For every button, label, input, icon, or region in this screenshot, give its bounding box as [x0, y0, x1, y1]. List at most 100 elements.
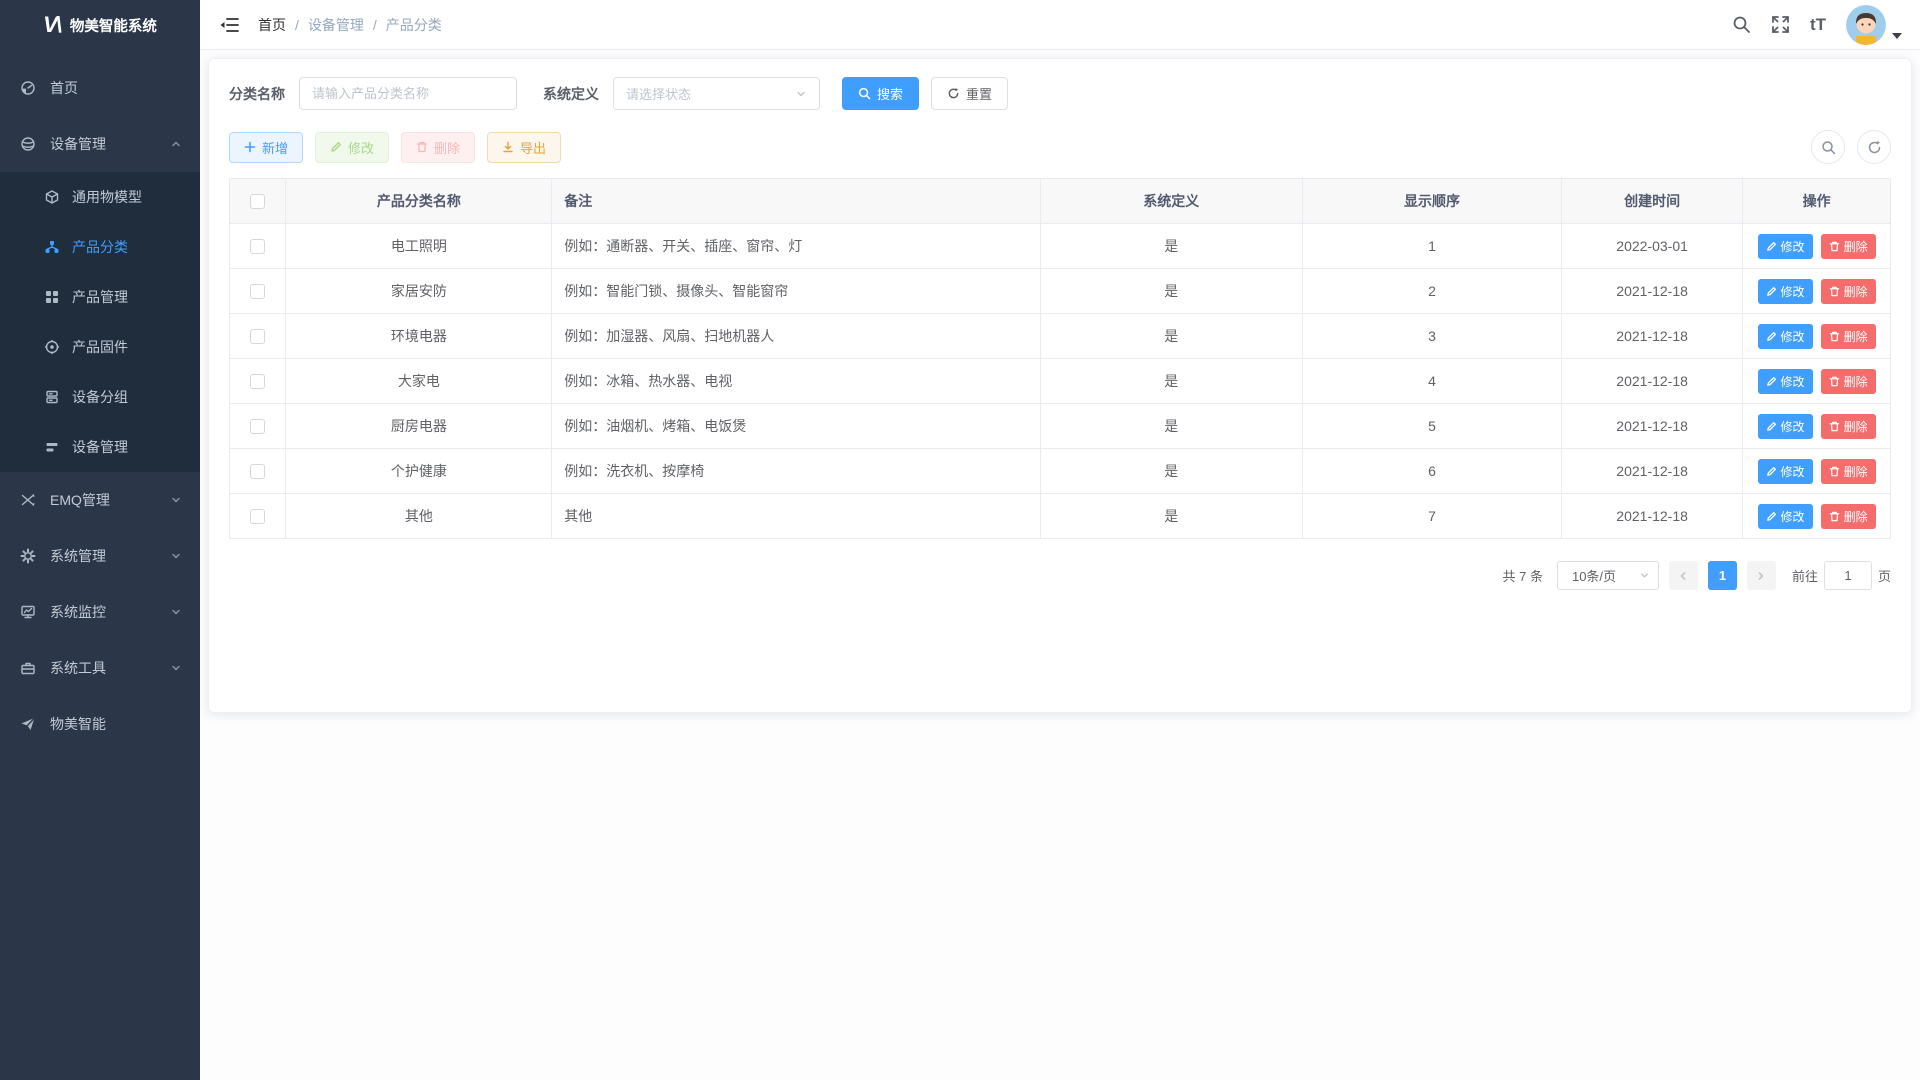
cell-category-name: 个护健康 [285, 448, 553, 494]
cell-remark: 例如：通断器、开关、插座、窗帘、灯 [551, 223, 1041, 269]
row-delete-button[interactable]: 删除 [1820, 413, 1876, 439]
row-delete-button[interactable]: 删除 [1820, 458, 1876, 484]
reset-button[interactable]: 重置 [931, 77, 1009, 110]
sidebar-item-label: 通用物模型 [72, 189, 142, 205]
prev-page-button[interactable] [1668, 561, 1698, 590]
pencil-icon [1766, 421, 1777, 432]
row-edit-button[interactable]: 修改 [1757, 458, 1813, 484]
shuffle-icon [20, 492, 36, 508]
row-checkbox[interactable] [250, 374, 266, 390]
row-checkbox[interactable] [250, 419, 266, 435]
row-checkbox[interactable] [250, 329, 266, 345]
sidebar-item-thing-model[interactable]: 通用物模型 [0, 172, 200, 222]
cell-remark: 例如：智能门锁、摄像头、智能窗帘 [551, 268, 1041, 314]
category-name-label: 分类名称 [229, 85, 285, 102]
logo-icon: V\ [43, 12, 62, 37]
chevron-down-icon [170, 494, 182, 506]
main-area: 首页 / 设备管理 / 产品分类 tT [200, 0, 1920, 1080]
cell-display-order: 3 [1301, 313, 1563, 359]
font-size-icon[interactable]: tT [1809, 14, 1826, 34]
row-edit-button[interactable]: 修改 [1757, 368, 1813, 394]
add-button[interactable]: 新增 [229, 131, 304, 163]
search-icon[interactable] [1732, 15, 1751, 34]
system-defined-select[interactable]: 请选择状态 [613, 77, 820, 110]
sidebar-item-product-firmware[interactable]: 产品固件 [0, 322, 200, 372]
row-checkbox[interactable] [250, 239, 266, 255]
search-button-label: 搜索 [877, 87, 904, 102]
refresh-table-button[interactable] [1857, 130, 1891, 164]
current-page-button[interactable]: 1 [1707, 561, 1737, 590]
sidebar-item-device-list[interactable]: 设备管理 [0, 422, 200, 472]
row-delete-label: 删除 [1843, 239, 1868, 254]
chevron-up-icon [170, 138, 182, 150]
row-edit-button[interactable]: 修改 [1757, 323, 1813, 349]
cell-system-defined: 是 [1039, 493, 1303, 539]
chevron-down-icon [795, 88, 807, 100]
row-edit-label: 修改 [1780, 464, 1805, 479]
row-delete-button[interactable]: 删除 [1820, 233, 1876, 259]
row-delete-button[interactable]: 删除 [1820, 278, 1876, 304]
page-size-select[interactable]: 10条/页 [1556, 561, 1659, 590]
header-remark: 备注 [551, 178, 1041, 224]
row-delete-button[interactable]: 删除 [1820, 368, 1876, 394]
sidebar-item-device-mgmt[interactable]: 设备管理 [0, 116, 200, 172]
breadcrumb-device-mgmt[interactable]: 设备管理 [307, 16, 364, 33]
table-header-row: 产品分类名称 备注 系统定义 显示顺序 创建时间 操作 [228, 178, 1891, 224]
search-button[interactable]: 搜索 [842, 77, 920, 110]
row-edit-button[interactable]: 修改 [1757, 233, 1813, 259]
cell-actions: 修改 删除 [1742, 268, 1891, 314]
sidebar-item-product-mgmt[interactable]: 产品管理 [0, 272, 200, 322]
sidebar-item-system-tools[interactable]: 系统工具 [0, 640, 200, 696]
sidebar-item-emq[interactable]: EMQ管理 [0, 472, 200, 528]
edit-button[interactable]: 修改 [315, 131, 390, 163]
edit-button-label: 修改 [348, 140, 375, 156]
cell-actions: 修改 删除 [1742, 223, 1891, 269]
row-checkbox[interactable] [250, 509, 266, 525]
breadcrumb-home[interactable]: 首页 [258, 16, 286, 33]
delete-button-label: 删除 [434, 140, 461, 156]
select-all-checkbox[interactable] [250, 194, 266, 210]
row-delete-button[interactable]: 删除 [1820, 503, 1876, 529]
app-logo[interactable]: V\ 物美智能系统 [0, 0, 200, 50]
avatar[interactable] [1846, 4, 1886, 45]
cell-actions: 修改 删除 [1742, 313, 1891, 359]
page-size-value: 10条/页 [1571, 569, 1617, 584]
row-delete-button[interactable]: 删除 [1820, 323, 1876, 349]
sidebar-item-system-mgmt[interactable]: 系统管理 [0, 528, 200, 584]
export-button[interactable]: 导出 [487, 131, 562, 163]
show-search-toggle-button[interactable] [1811, 130, 1845, 164]
cell-actions: 修改 删除 [1742, 358, 1891, 404]
row-delete-label: 删除 [1843, 374, 1868, 389]
next-page-button[interactable] [1746, 561, 1776, 590]
sidebar-item-system-monitor[interactable]: 系统监控 [0, 584, 200, 640]
row-edit-button[interactable]: 修改 [1757, 413, 1813, 439]
sidebar: V\ 物美智能系统 首页 设备管理 通用物模型 产品分类 [0, 0, 200, 1080]
row-edit-button[interactable]: 修改 [1757, 503, 1813, 529]
sidebar-item-label: 设备管理 [72, 439, 128, 455]
reset-button-label: 重置 [966, 87, 993, 102]
sidebar-item-label: 产品分类 [72, 239, 128, 255]
category-name-input[interactable] [299, 77, 517, 110]
sidebar-item-brand[interactable]: 物美智能 [0, 696, 200, 752]
cube-icon [44, 189, 60, 205]
cell-remark: 例如：加湿器、风扇、扫地机器人 [551, 313, 1041, 359]
goto-page-input[interactable] [1823, 561, 1872, 590]
total-count: 共 7 条 [1502, 569, 1543, 584]
sidebar-collapse-icon[interactable] [218, 14, 240, 36]
search-icon [858, 87, 871, 100]
row-checkbox[interactable] [250, 284, 266, 300]
sidebar-item-product-category[interactable]: 产品分类 [0, 222, 200, 272]
delete-button[interactable]: 删除 [401, 131, 476, 163]
fullscreen-icon[interactable] [1771, 15, 1790, 34]
row-edit-label: 修改 [1780, 374, 1805, 389]
toolbar-right [1811, 130, 1891, 164]
row-checkbox[interactable] [250, 464, 266, 480]
row-edit-button[interactable]: 修改 [1757, 278, 1813, 304]
sidebar-item-home[interactable]: 首页 [0, 60, 200, 116]
product-category-table: 产品分类名称 备注 系统定义 显示顺序 创建时间 操作 电工照明 例如：通断器、… [228, 178, 1891, 539]
sidebar-item-device-group[interactable]: 设备分组 [0, 372, 200, 422]
table-body: 电工照明 例如：通断器、开关、插座、窗帘、灯 是 1 2022-03-01 修改 [228, 223, 1891, 539]
chevron-down-icon [1639, 570, 1650, 581]
pencil-icon [1766, 511, 1777, 522]
user-menu[interactable] [1846, 4, 1902, 45]
